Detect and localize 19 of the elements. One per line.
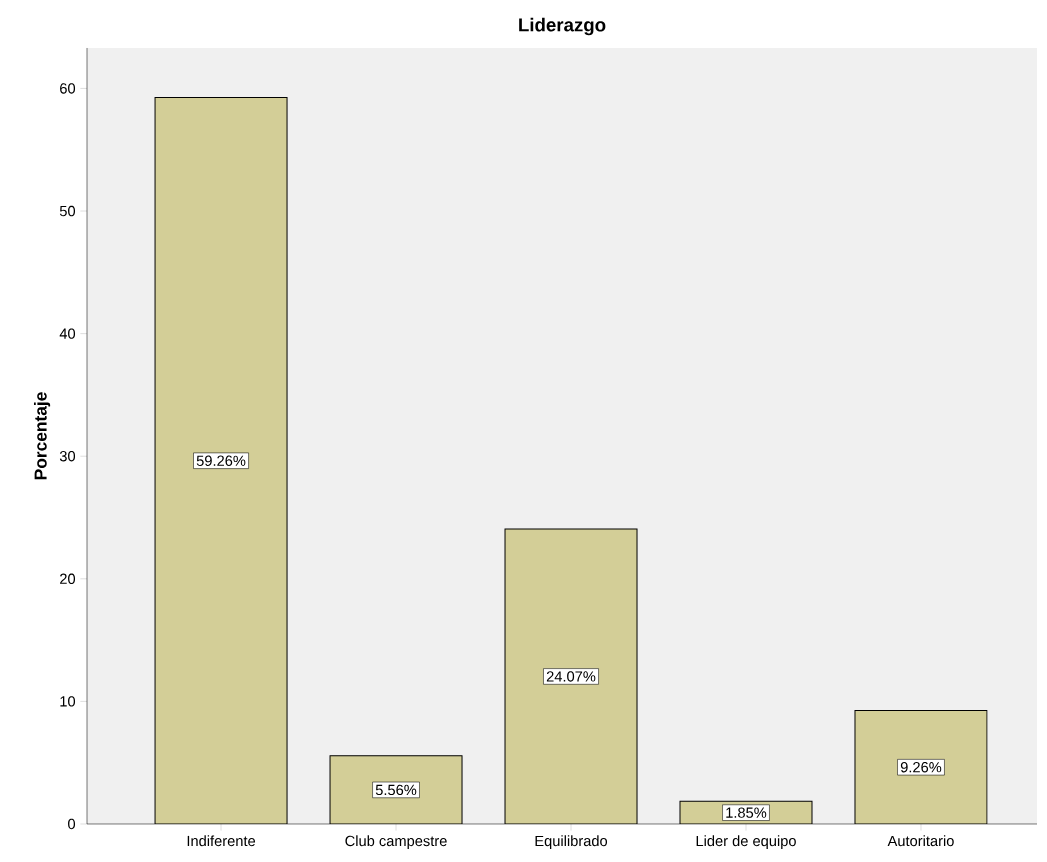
y-tick-label: 0 [68,818,76,830]
data-label: 1.85% [726,807,767,818]
data-label: 24.07% [546,671,596,682]
data-label: 59.26% [196,455,246,466]
y-axis-title: Porcentaje [33,392,51,480]
chart-title: Liderazgo [519,17,606,36]
x-tick-label: Indiferente [187,835,256,847]
y-tick-label: 10 [60,696,76,707]
data-label: 5.56% [375,784,417,796]
x-tick-label: Club campestre [345,835,447,850]
data-label: 9.26% [900,762,942,773]
x-tick-label: Lider de equipo [696,835,796,850]
x-tick-label: Autoritario [887,835,954,847]
y-tick-label: 50 [59,205,76,217]
y-tick-label: 40 [59,328,76,339]
y-tick-label: 20 [60,573,76,584]
y-tick-label: 60 [60,83,76,94]
y-tick-label: 30 [59,451,76,462]
x-tick-label: Equilibrado [535,835,608,850]
